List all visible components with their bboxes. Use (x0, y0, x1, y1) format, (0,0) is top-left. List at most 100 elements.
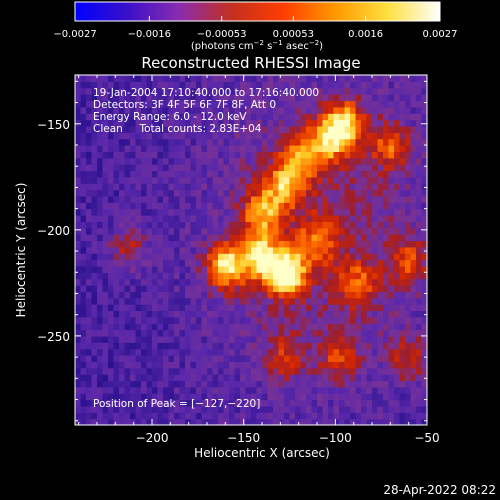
heatmap-cell (251, 132, 258, 140)
heatmap-cell (212, 329, 219, 337)
heatmap-cell (394, 234, 401, 242)
heatmap-cell (267, 106, 274, 114)
heatmap-cell (366, 195, 373, 203)
heatmap-cell (405, 297, 412, 305)
heatmap-cell (278, 189, 285, 197)
heatmap-cell (179, 405, 186, 413)
heatmap-cell (267, 202, 274, 210)
heatmap-cell (245, 132, 252, 140)
heatmap-cell (86, 227, 93, 235)
heatmap-cell (289, 183, 296, 191)
heatmap-cell (361, 151, 368, 159)
heatmap-cell (361, 100, 368, 108)
heatmap-cell (97, 361, 104, 369)
heatmap-cell (80, 221, 87, 229)
heatmap-cell (366, 157, 373, 165)
heatmap-cell (201, 297, 208, 305)
heatmap-cell (157, 374, 164, 382)
heatmap-cell (311, 253, 318, 261)
heatmap-cell (421, 87, 427, 95)
heatmap-cell (251, 119, 258, 127)
heatmap-cell (273, 151, 280, 159)
heatmap-cell (240, 399, 247, 407)
heatmap-cell (333, 272, 340, 280)
heatmap-cell (102, 253, 109, 261)
heatmap-cell (289, 75, 296, 82)
heatmap-cell (141, 132, 148, 140)
heatmap-cell (201, 157, 208, 165)
heatmap-cell (377, 380, 384, 388)
heatmap-cell (388, 100, 395, 108)
heatmap-cell (333, 253, 340, 261)
heatmap-cell (289, 246, 296, 254)
heatmap-cell (262, 342, 269, 350)
heatmap-cell (174, 355, 181, 362)
heatmap-cell (102, 176, 109, 184)
heatmap-cell (168, 183, 175, 191)
heatmap-cell (405, 348, 412, 356)
heatmap-cell (190, 113, 197, 121)
heatmap-cell (416, 145, 423, 152)
heatmap-cell (157, 119, 164, 127)
heatmap-cell (108, 202, 115, 210)
heatmap-cell (344, 221, 351, 229)
heatmap-cell (212, 94, 219, 102)
heatmap-cell (201, 361, 208, 369)
heatmap-cell (361, 374, 368, 382)
heatmap-cell (410, 176, 417, 184)
heatmap-cell (146, 106, 153, 114)
heatmap-cell (91, 94, 98, 102)
heatmap-cell (245, 189, 252, 197)
heatmap-cell (328, 113, 335, 121)
heatmap-cell (212, 215, 219, 222)
colorbar-tick-label: 0.0016 (348, 29, 383, 40)
heatmap-cell (306, 386, 313, 394)
heatmap-cell (168, 157, 175, 165)
heatmap-cell (135, 100, 142, 108)
heatmap-cell (289, 348, 296, 356)
heatmap-cell (421, 195, 427, 203)
heatmap-cell (262, 278, 269, 286)
heatmap-cell (295, 265, 302, 273)
heatmap-cell (416, 240, 423, 248)
heatmap-cell (273, 418, 280, 425)
heatmap-cell (339, 145, 346, 152)
heatmap-cell (86, 374, 93, 382)
heatmap-cell (344, 259, 351, 267)
heatmap-cell (322, 151, 329, 159)
heatmap-cell (333, 240, 340, 248)
heatmap-cell (339, 367, 346, 375)
heatmap-cell (234, 291, 241, 299)
heatmap-cell (366, 291, 373, 299)
heatmap-cell (339, 215, 346, 222)
heatmap-cell (130, 304, 137, 312)
heatmap-cell (416, 329, 423, 337)
heatmap-cell (102, 418, 109, 425)
heatmap-cell (361, 215, 368, 222)
heatmap-cell (130, 253, 137, 261)
heatmap-cell (328, 94, 335, 102)
heatmap-cell (86, 399, 93, 407)
heatmap-cell (240, 367, 247, 375)
heatmap-cell (212, 87, 219, 95)
heatmap-cell (97, 393, 104, 401)
heatmap-cell (317, 278, 324, 286)
heatmap-cell (174, 265, 181, 273)
heatmap-cell (75, 75, 82, 82)
heatmap-cell (339, 119, 346, 127)
heatmap-cell (86, 259, 93, 267)
heatmap-cell (295, 94, 302, 102)
heatmap-cell (251, 399, 258, 407)
heatmap-cell (135, 380, 142, 388)
heatmap-cell (394, 418, 401, 425)
heatmap-cell (157, 329, 164, 337)
heatmap-cell (284, 157, 291, 165)
heatmap-cell (328, 164, 335, 172)
heatmap-cell (212, 145, 219, 152)
heatmap-cell (366, 183, 373, 191)
heatmap-cell (344, 138, 351, 146)
heatmap-cell (212, 189, 219, 197)
heatmap-cell (273, 361, 280, 369)
heatmap-cell (256, 253, 263, 261)
heatmap-cell (163, 81, 170, 89)
